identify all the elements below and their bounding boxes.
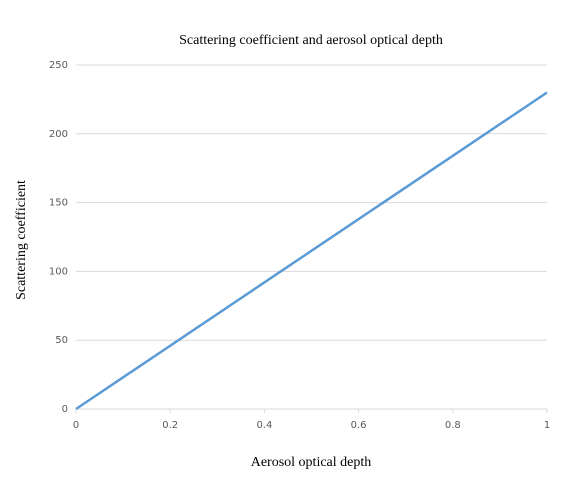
data-line (75, 91, 548, 411)
x-tick-label: 0.8 (445, 420, 461, 431)
x-tick-label: 0.4 (256, 420, 272, 431)
x-axis-label: Aerosol optical depth (251, 455, 372, 470)
y-tick-label: 100 (49, 266, 68, 277)
y-tick-label: 200 (49, 129, 68, 140)
x-tick-label: 0.2 (162, 420, 178, 431)
y-axis-label: Scattering coefficient (14, 180, 29, 300)
y-tick-label: 50 (55, 335, 68, 346)
y-tick-label: 250 (49, 60, 68, 71)
x-tick-label: 0.6 (351, 420, 367, 431)
x-tick-label: 1 (544, 420, 550, 431)
chart-title: Scattering coefficient and aerosol optic… (179, 33, 443, 48)
y-tick-label: 0 (62, 404, 68, 415)
y-tick-label: 150 (49, 198, 68, 209)
x-tick-label: 0 (73, 420, 79, 431)
